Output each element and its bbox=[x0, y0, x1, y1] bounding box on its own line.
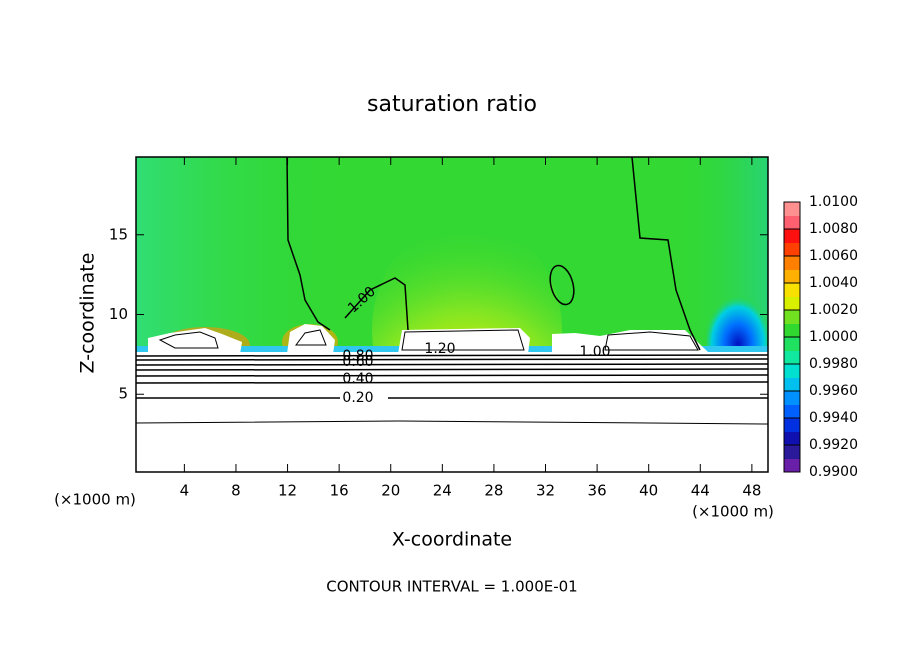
colorbar-tick-label: 1.0040 bbox=[809, 275, 858, 291]
colorbar-tick-label: 1.0080 bbox=[809, 221, 858, 237]
x-tick-label: 20 bbox=[381, 482, 400, 500]
x-axis-label: X-coordinate bbox=[392, 529, 512, 551]
y-tick-label: 10 bbox=[109, 305, 128, 323]
contour-label: 1.00 bbox=[579, 344, 610, 360]
x-tick-label: 24 bbox=[433, 482, 452, 500]
colorbar-band bbox=[784, 364, 800, 378]
x-tick-label: 12 bbox=[278, 482, 297, 500]
x-tick-label: 16 bbox=[330, 482, 349, 500]
x-tick-label: 40 bbox=[639, 482, 658, 500]
colorbar-band bbox=[784, 418, 800, 432]
y-tick-label: 15 bbox=[109, 225, 128, 243]
contour-label: 0.80 bbox=[342, 348, 373, 364]
colorbar-band bbox=[784, 242, 800, 257]
x-tick-label: 28 bbox=[484, 482, 503, 500]
contour-label: 0.60 bbox=[342, 354, 373, 370]
colorbar-tick-label: 0.9940 bbox=[809, 410, 858, 426]
colorbar-tick-label: 0.9960 bbox=[809, 383, 858, 399]
colorbar-band bbox=[784, 215, 800, 230]
x-tick-label: 4 bbox=[180, 482, 190, 500]
y-axis-label: Z-coordinate bbox=[77, 253, 99, 374]
colorbar-tick-label: 0.9920 bbox=[809, 437, 858, 453]
colorbar-band bbox=[784, 296, 800, 311]
x-tick-label: 36 bbox=[588, 482, 607, 500]
colorbar-tick-label: 0.9980 bbox=[809, 356, 858, 372]
colorbar-band bbox=[784, 404, 800, 419]
colorbar-band bbox=[784, 458, 800, 473]
x-unit-label: (×1000 m) bbox=[692, 503, 774, 521]
contour-label: 0.20 bbox=[342, 390, 373, 406]
colorbar-tick-label: 1.0000 bbox=[809, 329, 858, 345]
colorbar-band bbox=[784, 202, 800, 216]
colorbar-band bbox=[784, 229, 800, 243]
x-unit-label: (×1000 m) bbox=[54, 491, 136, 509]
x-tick-label: 32 bbox=[536, 482, 555, 500]
colorbar-band bbox=[784, 323, 800, 338]
colorbar-band bbox=[784, 310, 800, 324]
contour-label: 1.20 bbox=[424, 341, 455, 357]
colorbar-band bbox=[784, 283, 800, 297]
footer: CONTOUR INTERVAL = 1.000E-01 bbox=[326, 578, 577, 596]
colorbar-tick-label: 0.9900 bbox=[809, 464, 858, 480]
contour-label: 0.40 bbox=[342, 371, 373, 387]
colorbar-band bbox=[784, 337, 800, 351]
x-tick-label: 8 bbox=[231, 482, 241, 500]
x-tick-label: 44 bbox=[691, 482, 710, 500]
contour-lines bbox=[135, 156, 769, 425]
colorbar-band bbox=[784, 269, 800, 284]
colorbar-band bbox=[784, 445, 800, 459]
colorbar-band bbox=[784, 431, 800, 446]
colorbar-band bbox=[784, 377, 800, 392]
field bbox=[136, 157, 768, 472]
colorbar-band bbox=[784, 256, 800, 270]
chart-title: saturation ratio bbox=[367, 92, 537, 117]
colorbar-tick-label: 1.0060 bbox=[809, 248, 858, 264]
colorbar-tick-label: 1.0100 bbox=[809, 194, 858, 210]
colorbar-band bbox=[784, 391, 800, 405]
y-tick-label: 5 bbox=[118, 385, 128, 403]
colorbar-band bbox=[784, 350, 800, 365]
x-tick-label: 48 bbox=[742, 482, 761, 500]
colorbar-tick-label: 1.0020 bbox=[809, 302, 858, 318]
